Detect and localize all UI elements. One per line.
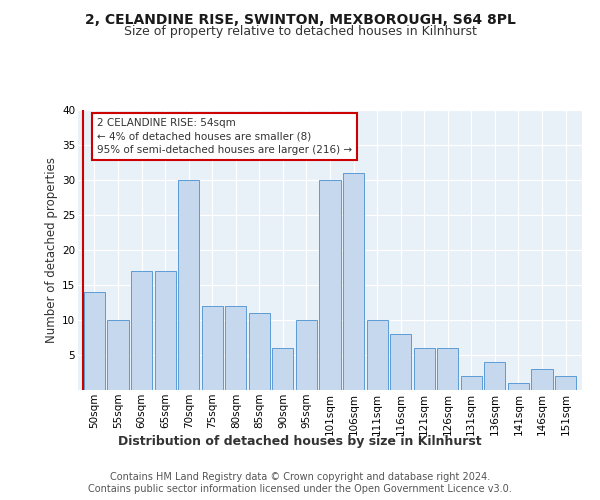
- Bar: [155, 271, 176, 390]
- Text: 2 CELANDINE RISE: 54sqm
← 4% of detached houses are smaller (8)
95% of semi-deta: 2 CELANDINE RISE: 54sqm ← 4% of detached…: [97, 118, 352, 155]
- Text: Size of property relative to detached houses in Kilnhurst: Size of property relative to detached ho…: [124, 25, 476, 38]
- Bar: [296, 320, 317, 390]
- Bar: [272, 348, 293, 390]
- Bar: [508, 383, 529, 390]
- Bar: [461, 376, 482, 390]
- Bar: [390, 334, 411, 390]
- Bar: [555, 376, 576, 390]
- Bar: [131, 271, 152, 390]
- Text: 2, CELANDINE RISE, SWINTON, MEXBOROUGH, S64 8PL: 2, CELANDINE RISE, SWINTON, MEXBOROUGH, …: [85, 12, 515, 26]
- Y-axis label: Number of detached properties: Number of detached properties: [45, 157, 58, 343]
- Bar: [178, 180, 199, 390]
- Bar: [413, 348, 435, 390]
- Bar: [225, 306, 247, 390]
- Bar: [343, 173, 364, 390]
- Text: Contains public sector information licensed under the Open Government Licence v3: Contains public sector information licen…: [88, 484, 512, 494]
- Bar: [484, 362, 505, 390]
- Bar: [367, 320, 388, 390]
- Text: Contains HM Land Registry data © Crown copyright and database right 2024.: Contains HM Land Registry data © Crown c…: [110, 472, 490, 482]
- Bar: [532, 369, 553, 390]
- Bar: [202, 306, 223, 390]
- Bar: [84, 292, 105, 390]
- Text: Distribution of detached houses by size in Kilnhurst: Distribution of detached houses by size …: [118, 435, 482, 448]
- Bar: [437, 348, 458, 390]
- Bar: [319, 180, 341, 390]
- Bar: [249, 313, 270, 390]
- Bar: [107, 320, 128, 390]
